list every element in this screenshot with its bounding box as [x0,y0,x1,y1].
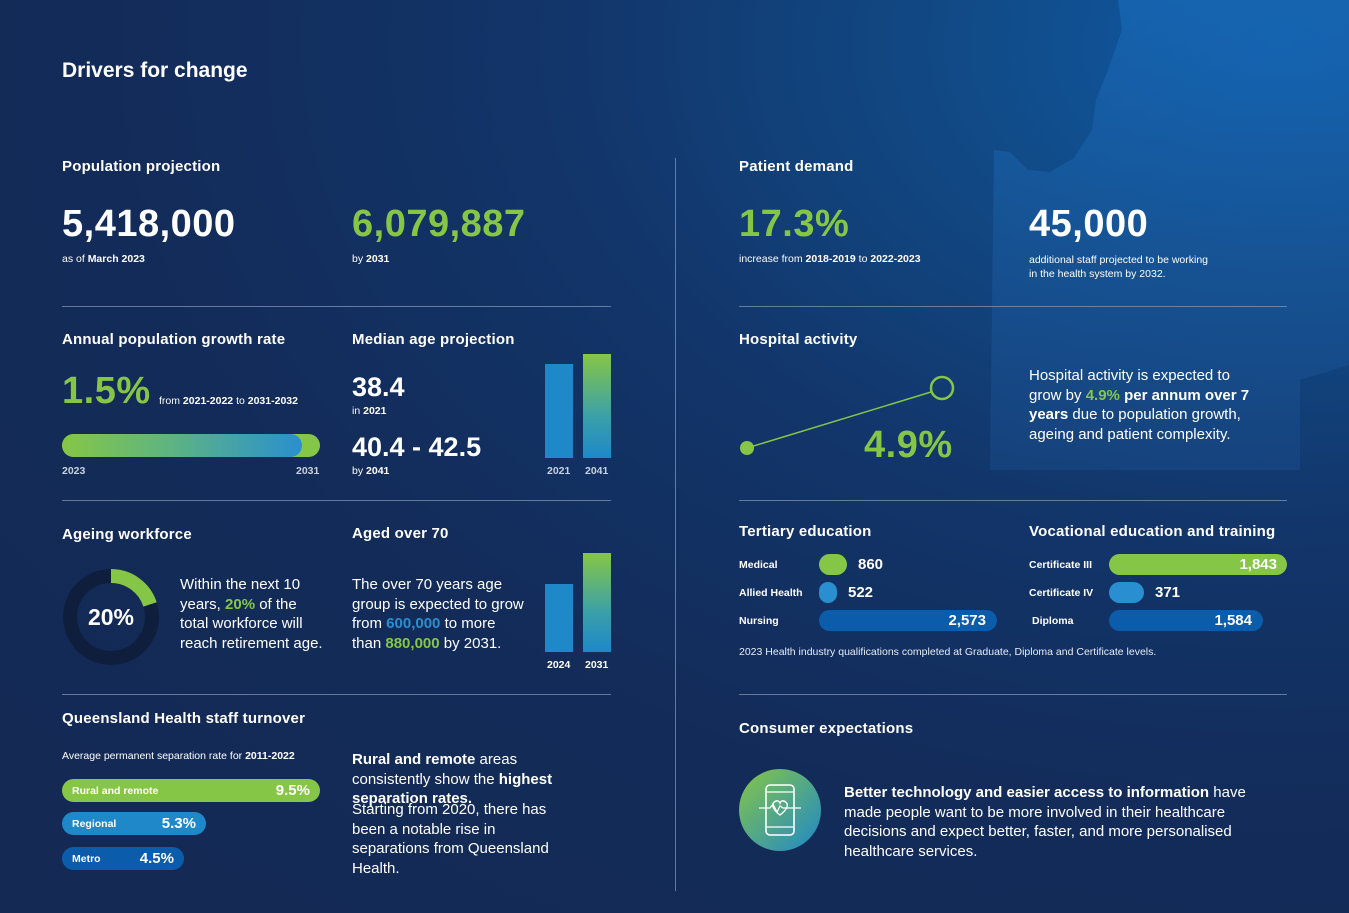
growth-rate-end-label: 2031 [296,465,320,477]
tertiary-value-allied-health: 522 [848,584,874,601]
turnover-bar-regional: Regional 5.3% [62,812,206,835]
population-current-value: 5,418,000 [62,203,236,245]
vocational-bar-cert-iv [1109,582,1144,603]
vocational-value-cert-iii: 1,843 [1239,556,1277,573]
growth-rate-value: 1.5% [62,370,151,412]
tertiary-label-medical: Medical [739,559,778,571]
turnover-bar-rural-remote: Rural and remote 9.5% [62,779,320,802]
aged-over-70-bar-2024 [545,584,573,652]
growth-rate-bar [62,434,320,457]
ageing-workforce-heading: Ageing workforce [62,526,192,543]
vocational-label-cert-iv: Certificate IV [1029,587,1094,599]
turnover-value-regional: 5.3% [161,815,196,832]
vocational-label-cert-iii: Certificate III [1029,559,1093,571]
growth-rate-start-label: 2023 [62,465,86,477]
vocational-bar-cert-iii: 1,843 [1109,554,1287,575]
turnover-label-metro: Metro [72,852,101,865]
aged-over-70-text: The over 70 years age group is expected … [352,576,524,652]
vocational-heading: Vocational education and training [1029,523,1276,540]
patient-demand-percent: 17.3% [739,203,850,245]
turnover-subheading: Average permanent separation rate for 20… [62,750,295,762]
staff-note: additional staff projected to be working… [1029,254,1209,280]
tertiary-value-nursing: 2,573 [948,612,986,629]
vocational-value-cert-iv: 371 [1155,584,1181,601]
page-title: Drivers for change [62,59,248,82]
aged-over-70-bar-label-2024: 2024 [547,659,571,671]
aged-over-70-bar-2031 [583,553,611,652]
population-projected-note: by 2031 [352,253,390,265]
tertiary-value-medical: 860 [858,556,884,573]
turnover-text-1: Rural and remote areas consistently show… [352,751,553,807]
tertiary-bar-allied-health [819,582,837,603]
tertiary-bar-medical [819,554,847,575]
vocational-label-diploma: Diploma [1032,615,1074,627]
ageing-workforce-donut [63,569,159,665]
median-age-2041-note: by 2041 [352,465,390,477]
turnover-heading: Queensland Health staff turnover [62,710,306,727]
divider [62,500,611,501]
turnover-bar-metro: Metro 4.5% [62,847,184,870]
hospital-activity-text: Hospital activity is expected to grow by… [1029,367,1250,443]
growth-rate-note: from 2021-2022 to 2031-2032 [159,395,298,407]
divider [62,694,611,695]
population-current-note: as of March 2023 [62,253,145,265]
divider [739,306,1287,307]
column-divider [675,158,676,891]
consumer-text: Better technology and easier access to i… [844,784,1246,860]
hospital-activity-line-icon [740,375,955,455]
population-projected-value: 6,079,887 [352,203,526,245]
growth-rate-heading: Annual population growth rate [62,331,286,348]
tertiary-label-nursing: Nursing [739,615,779,627]
ageing-workforce-text: Within the next 10 years, 20% of the tot… [180,576,323,652]
hospital-activity-heading: Hospital activity [739,331,858,348]
mobile-health-icon [739,769,821,851]
median-age-2021-note: in 2021 [352,405,387,417]
turnover-value-rural-remote: 9.5% [275,782,310,799]
vocational-bar-diploma: 1,584 [1109,610,1263,631]
hospital-activity-value: 4.9% [864,424,953,466]
staff-value: 45,000 [1029,203,1149,245]
education-footnote: 2023 Health industry qualifications comp… [739,646,1157,658]
divider [739,694,1287,695]
tertiary-bar-nursing: 2,573 [819,610,997,631]
turnover-label-rural-remote: Rural and remote [72,784,159,797]
aged-over-70-heading: Aged over 70 [352,525,449,542]
median-age-heading: Median age projection [352,331,515,348]
consumer-heading: Consumer expectations [739,720,914,737]
median-age-2041-value: 40.4 - 42.5 [352,432,482,462]
tertiary-label-allied-health: Allied Health [739,587,803,599]
median-age-bar-label-2021: 2021 [547,465,571,477]
median-age-bar-2041 [583,354,611,458]
divider [739,500,1287,501]
ageing-workforce-donut-label: 20% [87,604,135,630]
turnover-label-regional: Regional [72,817,117,830]
patient-demand-note: increase from 2018-2019 to 2022-2023 [739,253,921,265]
population-heading: Population projection [62,158,221,175]
median-age-bar-2021 [545,364,573,458]
aged-over-70-bar-label-2031: 2031 [585,659,609,671]
median-age-bar-label-2041: 2041 [585,465,609,477]
divider [62,306,611,307]
turnover-value-metro: 4.5% [139,850,174,867]
tertiary-heading: Tertiary education [739,523,872,540]
median-age-2021-value: 38.4 [352,372,405,402]
patient-demand-heading: Patient demand [739,158,854,175]
vocational-value-diploma: 1,584 [1214,612,1252,629]
turnover-text-2: Starting from 2020, there has been a not… [352,801,549,877]
